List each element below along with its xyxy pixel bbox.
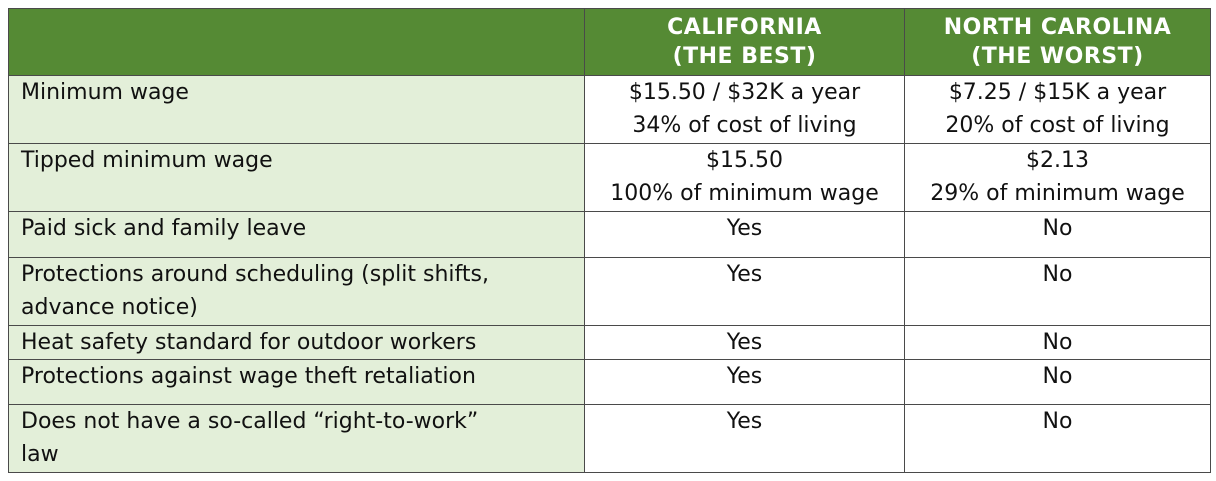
header-california-tag: (THE BEST) <box>672 44 817 69</box>
row-label-text-continued: advance notice) <box>21 295 198 320</box>
header-california-name: CALIFORNIA <box>667 15 822 40</box>
north-carolina-value-main: $7.25 / $15K a year <box>948 80 1167 105</box>
header-row: CALIFORNIA (THE BEST) NORTH CAROLINA (TH… <box>8 8 1211 76</box>
north-carolina-value-main: $2.13 <box>1026 148 1089 173</box>
row-label-text: Paid sick and family leave <box>21 216 307 241</box>
north-carolina-value-main: No <box>1042 262 1073 287</box>
north-carolina-value: No <box>904 359 1211 405</box>
california-value-main: Yes <box>726 364 763 389</box>
north-carolina-value-sub: 20% of cost of living <box>945 113 1170 138</box>
table-row: Minimum wage $15.50 / $32K a year 34% of… <box>8 75 1211 144</box>
row-label-text: Minimum wage <box>21 80 189 105</box>
row-label: Heat safety standard for outdoor workers <box>8 325 585 360</box>
north-carolina-value-sub: 29% of minimum wage <box>930 181 1185 206</box>
header-blank-cell <box>8 8 585 76</box>
california-value: Yes <box>584 359 905 405</box>
row-label: Protections around scheduling (split shi… <box>8 257 585 326</box>
california-value: Yes <box>584 325 905 360</box>
north-carolina-value: No <box>904 211 1211 258</box>
california-value-main: Yes <box>726 262 763 287</box>
north-carolina-value: No <box>904 257 1211 326</box>
north-carolina-value-main: No <box>1042 364 1073 389</box>
north-carolina-value-main: No <box>1042 330 1073 355</box>
row-label: Tipped minimum wage <box>8 143 585 212</box>
row-label: Minimum wage <box>8 75 585 144</box>
comparison-table-container: CALIFORNIA (THE BEST) NORTH CAROLINA (TH… <box>8 8 1211 473</box>
table-row: Tipped minimum wage $15.50 100% of minim… <box>8 143 1211 212</box>
north-carolina-value: $2.13 29% of minimum wage <box>904 143 1211 212</box>
row-label-text: Protections against wage theft retaliati… <box>21 364 476 389</box>
header-california: CALIFORNIA (THE BEST) <box>584 8 905 76</box>
table-row: Paid sick and family leave Yes No <box>8 211 1211 258</box>
table-row: Heat safety standard for outdoor workers… <box>8 325 1211 360</box>
header-north-carolina-tag: (THE WORST) <box>971 44 1144 69</box>
header-north-carolina: NORTH CAROLINA (THE WORST) <box>904 8 1211 76</box>
north-carolina-value: No <box>904 404 1211 473</box>
california-value-main: Yes <box>726 330 763 355</box>
row-label: Protections against wage theft retaliati… <box>8 359 585 405</box>
row-label: Paid sick and family leave <box>8 211 585 258</box>
row-label-text: Protections around scheduling (split shi… <box>21 262 489 287</box>
north-carolina-value-main: No <box>1042 216 1073 241</box>
header-north-carolina-name: NORTH CAROLINA <box>943 15 1172 40</box>
row-label-text-continued: law <box>21 442 59 467</box>
row-label-text: Tipped minimum wage <box>21 148 273 173</box>
california-value-sub: 100% of minimum wage <box>610 181 879 206</box>
table-row: Protections around scheduling (split shi… <box>8 257 1211 326</box>
california-value: Yes <box>584 257 905 326</box>
california-value: Yes <box>584 211 905 258</box>
north-carolina-value: No <box>904 325 1211 360</box>
california-value-main: Yes <box>726 216 763 241</box>
north-carolina-value-main: No <box>1042 409 1073 434</box>
california-value: $15.50 100% of minimum wage <box>584 143 905 212</box>
row-label-text: Heat safety standard for outdoor workers <box>21 330 477 355</box>
california-value-sub: 34% of cost of living <box>632 113 857 138</box>
row-label-text: Does not have a so-called “right-to-work… <box>21 409 479 434</box>
california-value-main: $15.50 <box>706 148 783 173</box>
north-carolina-value: $7.25 / $15K a year 20% of cost of livin… <box>904 75 1211 144</box>
comparison-table: CALIFORNIA (THE BEST) NORTH CAROLINA (TH… <box>8 8 1211 473</box>
california-value-main: Yes <box>726 409 763 434</box>
california-value: Yes <box>584 404 905 473</box>
california-value-main: $15.50 / $32K a year <box>628 80 861 105</box>
table-row: Does not have a so-called “right-to-work… <box>8 404 1211 473</box>
california-value: $15.50 / $32K a year 34% of cost of livi… <box>584 75 905 144</box>
row-label: Does not have a so-called “right-to-work… <box>8 404 585 473</box>
table-row: Protections against wage theft retaliati… <box>8 359 1211 405</box>
